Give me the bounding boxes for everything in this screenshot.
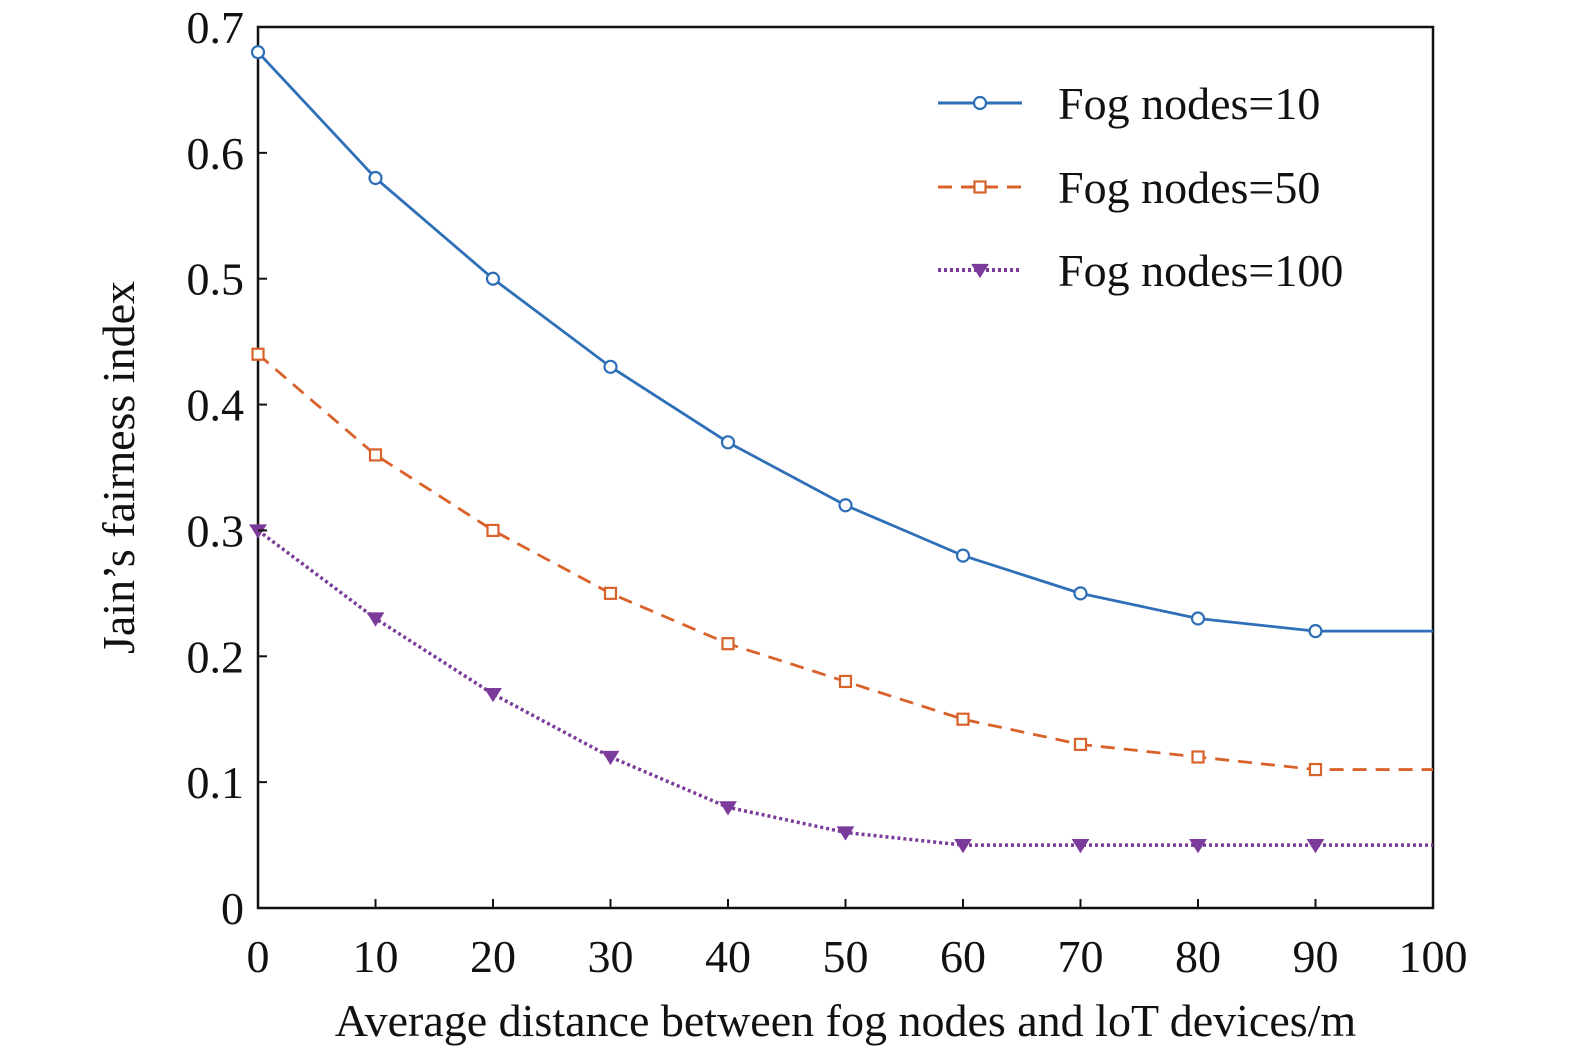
legend-entry: Fog nodes=100 [938, 245, 1343, 296]
data-point [486, 523, 500, 538]
plot-area [256, 25, 1435, 910]
x-axis: 0 10 20 30 40 50 60 70 80 90 100 [247, 899, 1468, 982]
x-tick-label: 50 [823, 931, 869, 982]
data-point [368, 170, 383, 186]
series-1 [250, 45, 1433, 639]
series-layer [249, 45, 1433, 854]
data-point [1308, 762, 1323, 777]
data-point [1190, 611, 1206, 626]
x-axis-title: Average distance between fog nodes and l… [335, 995, 1357, 1046]
x-tick-label: 20 [470, 931, 516, 982]
x-tick-label: 80 [1175, 931, 1221, 982]
data-point [720, 435, 736, 450]
data-point [1073, 737, 1088, 751]
legend-marker [973, 180, 987, 194]
series-3 [249, 524, 1433, 854]
data-point [603, 359, 618, 374]
y-tick-label: 0.6 [187, 128, 245, 179]
y-tick-label: 0.1 [187, 757, 245, 808]
data-point [250, 45, 266, 60]
plot-frame [256, 25, 1435, 910]
legend-entry: Fog nodes=50 [938, 162, 1320, 213]
data-point [1189, 838, 1207, 854]
data-point [366, 612, 385, 627]
legend: Fog nodes=10 Fog nodes=50 Fog nodes=100 [938, 78, 1343, 296]
data-point [838, 674, 853, 689]
series-2 [251, 347, 1433, 777]
data-point [719, 801, 737, 816]
y-tick-label: 0.7 [187, 2, 245, 53]
x-tick-label: 0 [247, 931, 270, 982]
legend-entry: Fog nodes=10 [938, 78, 1320, 129]
data-point [485, 271, 501, 286]
legend-label: Fog nodes=100 [1058, 245, 1343, 296]
x-tick-label: 10 [353, 931, 399, 982]
y-axis: 0 0.1 0.2 0.3 0.4 0.5 0.6 0.7 [187, 2, 267, 934]
data-point [721, 637, 735, 651]
series-line [256, 51, 1433, 633]
data-point [836, 826, 855, 841]
data-point [838, 498, 853, 513]
legend-label: Fog nodes=50 [1058, 162, 1320, 213]
data-point [1308, 624, 1323, 639]
legend-marker [971, 263, 989, 279]
data-point [956, 712, 970, 726]
y-tick-label: 0 [221, 883, 244, 934]
data-point [484, 687, 502, 703]
y-axis-title: Jain’s fairness index [93, 281, 144, 654]
legend-marker [972, 95, 988, 111]
data-point [1071, 838, 1090, 854]
y-tick-label: 0.5 [187, 254, 245, 305]
data-point [601, 750, 620, 766]
y-tick-label: 0.2 [187, 631, 245, 682]
series-line [257, 353, 1433, 771]
data-point [1073, 586, 1088, 601]
x-tick-label: 30 [588, 931, 634, 982]
x-tick-label: 70 [1058, 931, 1104, 982]
data-point [1191, 750, 1205, 764]
x-tick-label: 90 [1293, 931, 1339, 982]
y-tick-label: 0.3 [187, 505, 245, 556]
legend-label: Fog nodes=10 [1058, 78, 1320, 129]
y-tick-label: 0.4 [187, 380, 245, 431]
data-point [603, 586, 618, 600]
data-point [955, 548, 971, 563]
data-point [1306, 838, 1325, 854]
data-point [954, 838, 972, 854]
data-point [368, 448, 383, 462]
x-tick-label: 40 [705, 931, 751, 982]
x-tick-label: 60 [940, 931, 986, 982]
data-point [251, 347, 265, 361]
x-tick-label: 100 [1399, 931, 1468, 982]
